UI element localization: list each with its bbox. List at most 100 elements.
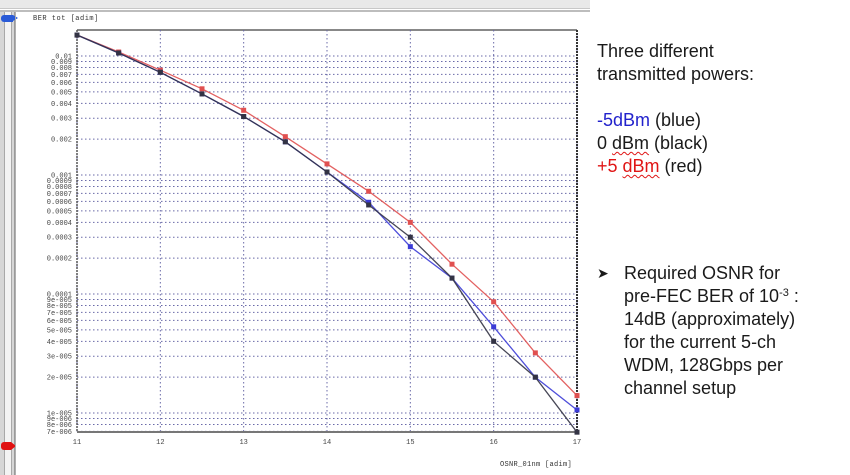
legend-suffix-black: (black) <box>649 133 709 153</box>
legend-label-blue: -5dBm <box>597 110 651 130</box>
x-tick-label: 14 <box>323 439 331 447</box>
y-tick-label: 0.009 <box>51 59 72 67</box>
data-point-marker <box>199 86 205 92</box>
bullet-exponent: -3 <box>779 287 789 299</box>
data-point-marker <box>366 202 372 208</box>
data-point-marker <box>366 188 372 194</box>
data-point-marker <box>241 107 247 113</box>
y-tick-label: 4e-005 <box>47 339 72 347</box>
data-point-marker <box>282 139 288 145</box>
y-tick-label: 0.006 <box>51 80 72 88</box>
bullet-line2-text: pre-FEC BER of 10 <box>624 286 780 306</box>
notes-heading-line1: Three different <box>597 41 714 61</box>
data-point-marker <box>574 407 580 413</box>
y-axis-title: BER tot [adim] <box>33 15 99 23</box>
bullet-line3: 14dB (approximately) <box>624 309 796 329</box>
x-tick-label: 11 <box>73 439 81 447</box>
scroll-track[interactable] <box>4 12 12 475</box>
y-tick-label: 0.0008 <box>47 184 72 192</box>
y-tick-label: 0.003 <box>51 116 72 124</box>
y-tick-label: 0.007 <box>51 72 72 80</box>
red-marker-icon[interactable] <box>1 442 16 450</box>
osnr-requirement-bullet: ➤ Required OSNR for pre-FEC BER of 10-3 … <box>597 262 847 400</box>
legend-row-blue: -5dBm (blue) <box>597 109 847 132</box>
data-point-marker <box>449 275 455 281</box>
notes-heading-line2: transmitted powers: <box>597 64 755 84</box>
x-tick-label: 12 <box>156 439 164 447</box>
plot-panel <box>15 12 591 475</box>
data-point-marker <box>74 32 80 38</box>
y-tick-label: 0.0004 <box>47 220 72 228</box>
x-tick-label: 13 <box>239 439 247 447</box>
bullet-line4: for the current 5-ch <box>624 332 777 352</box>
plot-window: 0.01 0.009 0.008 0.007 0.006 0.005 0.004 0.003 0… <box>0 0 590 475</box>
legend-prefix-red: +5 <box>597 156 623 176</box>
data-point-marker <box>532 350 538 356</box>
bullet-line6: channel setup <box>624 378 737 398</box>
y-tick-label: 0.002 <box>51 137 72 145</box>
bullet-line2-colon: : <box>788 286 799 306</box>
y-tick-label: 9e-006 <box>47 416 72 424</box>
data-point-marker <box>282 134 288 140</box>
data-point-marker <box>574 429 580 435</box>
legend-row-red: +5 dBm (red) <box>597 155 847 178</box>
x-tick-label: 15 <box>406 439 414 447</box>
window-top-divider <box>0 10 590 12</box>
data-point-marker <box>407 244 413 250</box>
left-scroll-rail[interactable] <box>0 12 15 475</box>
y-tick-label: 7e-005 <box>47 310 72 318</box>
data-point-marker <box>407 234 413 240</box>
data-point-marker <box>199 91 205 97</box>
data-point-marker <box>407 219 413 225</box>
data-point-marker <box>116 50 122 56</box>
y-tick-label: 0.001 <box>51 173 72 181</box>
y-tick-label: 6e-005 <box>47 318 72 326</box>
legend-suffix-red: (red) <box>659 156 703 176</box>
x-axis-title: OSNR_01nm [adim] <box>500 461 573 469</box>
data-point-marker <box>449 261 455 267</box>
notes-panel: Three different transmitted powers: -5dB… <box>597 40 847 178</box>
data-point-marker <box>324 161 330 167</box>
y-tick-label: 9e-005 <box>47 297 72 305</box>
y-tick-label: 0.005 <box>51 89 72 97</box>
y-tick-label: 0.0002 <box>47 256 72 264</box>
y-tick-label: 0.0006 <box>47 199 72 207</box>
x-tick-label: 16 <box>489 439 497 447</box>
legend-row-black: 0 dBm (black) <box>597 132 847 155</box>
bullet-line2: pre-FEC BER of 10-3 : <box>624 285 847 308</box>
y-tick-label: 8e-006 <box>47 422 72 430</box>
y-tick-label: 0.004 <box>51 101 72 109</box>
data-point-marker <box>157 69 163 75</box>
y-tick-label: 8e-005 <box>47 303 72 311</box>
legend-prefix-black: 0 <box>597 133 613 153</box>
y-tick-label: 0.0003 <box>47 235 72 243</box>
data-point-marker <box>491 338 497 344</box>
data-point-marker <box>241 114 247 120</box>
legend-label-red: dBm <box>622 156 660 176</box>
y-tick-label: 0.0001 <box>47 292 72 300</box>
y-tick-label: 0.0005 <box>47 208 72 216</box>
arrow-bullet-icon: ➤ <box>597 265 609 281</box>
power-legend: -5dBm (blue) 0 dBm (black) +5 dBm (red) <box>597 109 847 178</box>
data-point-marker <box>491 324 497 330</box>
bullet-line5: WDM, 128Gbps per <box>624 355 784 375</box>
x-tick-label: 17 <box>573 439 581 447</box>
y-tick-label: 7e-006 <box>47 429 72 437</box>
data-point-marker <box>532 374 538 380</box>
y-tick-label: 2e-005 <box>47 375 72 383</box>
y-tick-label: 0.01 <box>55 54 72 62</box>
data-point-marker <box>574 393 580 399</box>
bullet-line1: Required OSNR for <box>624 263 781 283</box>
y-tick-label: 0.0009 <box>47 178 72 186</box>
data-point-marker <box>491 299 497 305</box>
legend-label-black: dBm <box>612 133 650 153</box>
legend-suffix-blue: (blue) <box>650 110 702 130</box>
window-top-bar <box>0 0 590 9</box>
data-point-marker <box>366 199 372 205</box>
data-point-marker <box>324 169 330 175</box>
y-tick-label: 0.0007 <box>47 191 72 199</box>
y-tick-label: 3e-005 <box>47 354 72 362</box>
y-tick-label: 0.008 <box>51 65 72 73</box>
y-tick-label: 1e-005 <box>47 411 72 419</box>
